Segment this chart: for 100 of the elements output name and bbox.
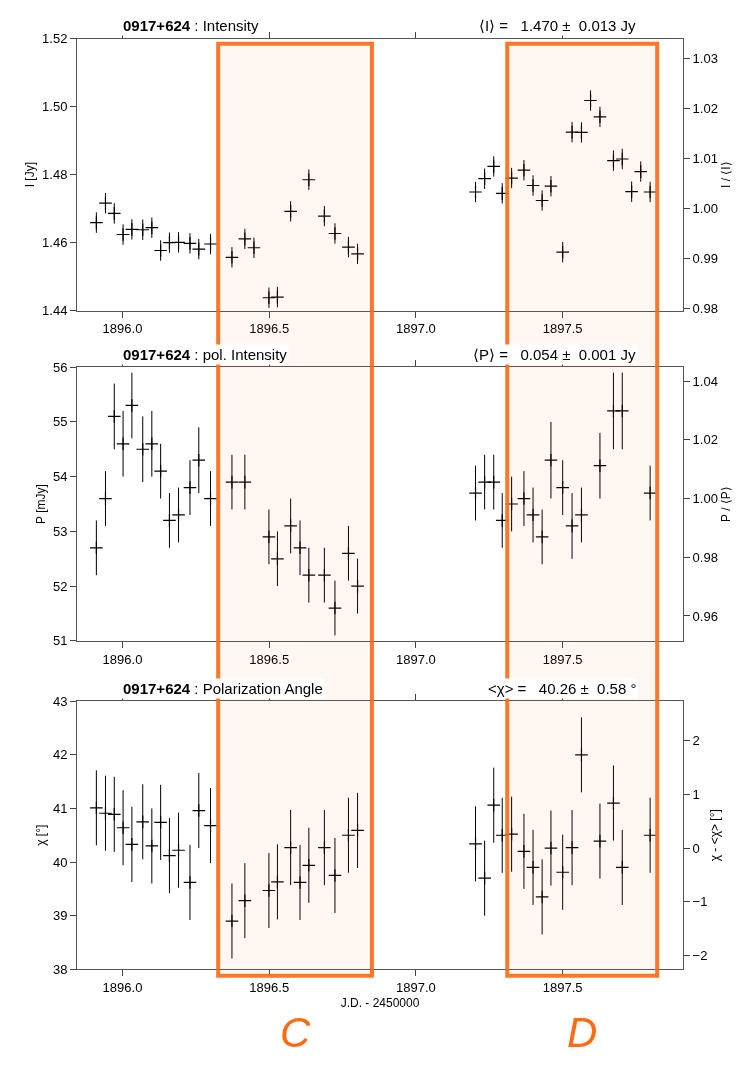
point [328, 226, 342, 241]
point [162, 513, 177, 528]
y-tick-label: 1.44 [42, 303, 68, 319]
point [643, 828, 658, 843]
chart-subtitle: ⟨P⟩ = 0.054 ± 0.001 Jy [473, 346, 636, 363]
point [486, 159, 501, 174]
point [517, 844, 531, 859]
point [116, 227, 130, 242]
x-tick-label: 1896.5 [249, 651, 290, 667]
point [526, 860, 540, 875]
point [107, 807, 122, 822]
y2-tick-label: 1.02 [692, 101, 718, 117]
point [574, 125, 589, 140]
x-tick-label: 1897.5 [542, 979, 583, 995]
point [615, 152, 630, 166]
point [615, 860, 630, 875]
chart-title: 0917+624 : Polarization Angle [123, 680, 323, 697]
y2-tick-label: −1 [692, 894, 708, 910]
chart-subtitle: <χ> = 40.26 ± 0.58 ° [488, 680, 637, 697]
y2-tick-label: 0.98 [692, 301, 718, 317]
point [191, 803, 206, 818]
point [89, 540, 104, 555]
y-tick-label: 54 [52, 469, 68, 485]
y-axis-title: P [mJy] [34, 484, 49, 524]
point [504, 827, 519, 842]
y2-tick-label: −2 [692, 947, 708, 963]
point [341, 828, 356, 843]
y-tick-label: 1.48 [42, 167, 68, 183]
point [341, 546, 356, 561]
point [135, 814, 150, 829]
y2-axis-title: χ - <χ> [°] [708, 809, 723, 862]
point [124, 398, 139, 413]
point [153, 243, 168, 258]
point [555, 245, 570, 260]
point [517, 163, 531, 178]
y-tick-label: 1.52 [42, 31, 68, 47]
point [116, 820, 130, 835]
point [171, 843, 186, 858]
point [317, 209, 332, 224]
y-tick-label: 42 [52, 747, 68, 763]
y-tick-label: 55 [52, 414, 68, 430]
point [350, 823, 365, 838]
y2-tick-label: 1.00 [692, 201, 718, 217]
point [535, 890, 550, 904]
y-tick-label: 43 [52, 693, 68, 709]
y2-axis-title: P / ⟨P⟩ [718, 486, 733, 522]
x-axis-title: J.D. - 2450000 [340, 995, 420, 1010]
y2-tick-label: 1 [692, 787, 700, 803]
point [225, 914, 239, 928]
point [262, 529, 276, 544]
point [135, 442, 150, 457]
point [301, 858, 316, 873]
y-tick-label: 38 [52, 961, 68, 977]
point [144, 436, 159, 451]
point [283, 204, 298, 219]
point [317, 840, 332, 855]
point [535, 529, 550, 544]
point [124, 222, 139, 237]
point [468, 486, 483, 500]
point [565, 125, 579, 140]
x-tick-label: 1896.0 [102, 321, 143, 337]
point [565, 519, 579, 533]
x-tick-label: 1896.0 [102, 651, 143, 667]
x-tick-label: 1897.0 [396, 979, 436, 995]
point [593, 458, 607, 473]
point [624, 184, 639, 199]
chart-subtitle: ⟨I⟩ = 1.470 ± 0.013 Jy [479, 17, 637, 34]
point [116, 436, 130, 451]
x-tick-label: 1897.5 [542, 651, 583, 667]
point [504, 171, 519, 185]
point [107, 409, 122, 424]
y-tick-label: 39 [52, 908, 68, 924]
y-axis-title: I [Jy] [23, 161, 38, 188]
point [225, 475, 239, 490]
y2-tick-label: 1.01 [692, 151, 718, 167]
point [544, 453, 558, 468]
point [283, 840, 298, 855]
chart-title: 0917+624 : pol. Intensity [123, 346, 288, 363]
y-tick-label: 56 [52, 359, 68, 375]
point [171, 508, 186, 522]
y2-tick-label: 0.96 [692, 608, 718, 624]
x-tick-label: 1897.5 [542, 321, 583, 337]
point [183, 480, 197, 495]
point [270, 875, 285, 889]
x-tick-label: 1897.0 [396, 651, 436, 667]
point [517, 491, 531, 506]
point [583, 93, 598, 108]
point [468, 836, 483, 851]
point [486, 475, 501, 490]
point [555, 480, 570, 495]
point [477, 171, 492, 186]
point [293, 540, 307, 555]
point [574, 508, 589, 522]
point [98, 196, 113, 211]
y-tick-label: 40 [52, 854, 68, 870]
point [293, 875, 307, 890]
point [535, 193, 550, 208]
point [301, 172, 316, 187]
point [270, 551, 285, 566]
point [262, 883, 276, 898]
